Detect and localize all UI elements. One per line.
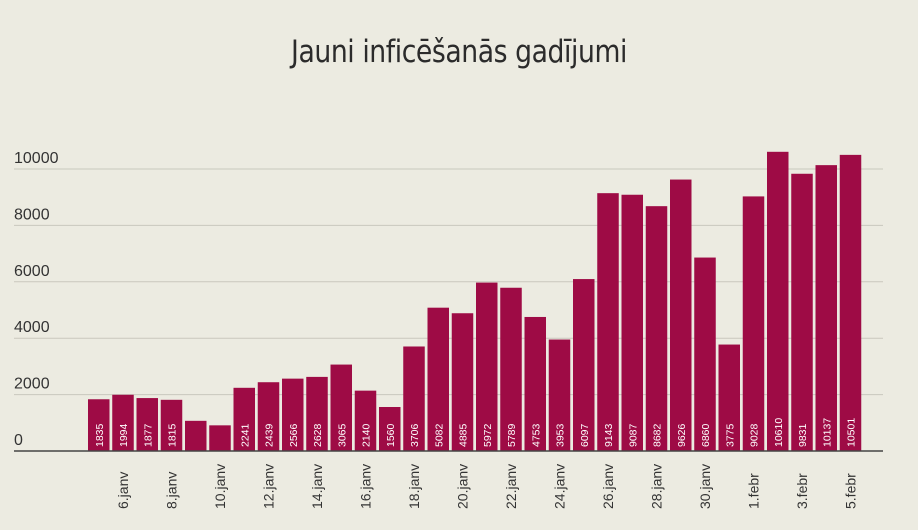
x-tick-label: 26.janv: [600, 464, 616, 509]
x-tick-label: 16.janv: [358, 464, 374, 509]
data-label: 9831: [797, 423, 809, 447]
data-label: 9087: [627, 423, 639, 447]
data-label: 9028: [749, 423, 761, 447]
bar: [160, 399, 183, 451]
data-label: 10610: [773, 418, 785, 447]
bar: [427, 307, 449, 451]
x-tick-label: 22.janv: [503, 464, 519, 509]
y-tick-label: 0: [14, 432, 23, 449]
bar: [767, 151, 789, 451]
data-label: 2241: [239, 423, 251, 447]
bar: [379, 407, 401, 451]
data-label: 5082: [433, 423, 445, 447]
data-label: 3706: [409, 423, 421, 447]
bar: [354, 390, 377, 451]
x-tick-label: 28.janv: [649, 464, 665, 509]
x-tick-label: 1.febr: [746, 473, 762, 509]
x-tick-label: 5.febr: [843, 473, 859, 509]
bar: [88, 399, 110, 451]
data-label: 1877: [142, 423, 154, 447]
bar: [791, 173, 813, 451]
data-label: 2628: [312, 423, 324, 447]
data-label: 10137: [821, 418, 833, 447]
data-label: 8682: [652, 423, 664, 447]
bar: [742, 196, 765, 451]
y-axis-ticks: 0 2000 4000 6000 8000 10000: [14, 150, 59, 449]
data-label: 9143: [603, 423, 615, 447]
bar: [257, 382, 280, 451]
data-label: 5789: [506, 423, 518, 447]
bar: [185, 420, 207, 451]
data-label: 1994: [118, 423, 130, 447]
bar: [694, 257, 716, 451]
y-tick-label: 8000: [14, 206, 50, 223]
bar: [670, 179, 692, 451]
data-label: 9626: [676, 423, 688, 447]
bar: [209, 425, 231, 451]
data-label: 5972: [482, 423, 494, 447]
data-labels: 1835 1994 1877 1815 2241 2439 2566 2628 3065 2140…: [94, 418, 858, 447]
bar: [621, 194, 643, 452]
bar: [839, 154, 862, 451]
data-label: 2140: [361, 423, 373, 447]
y-tick-label: 6000: [14, 263, 50, 280]
x-tick-label: 10.janv: [212, 464, 228, 509]
x-tick-label: 8.janv: [164, 472, 180, 509]
bar: [500, 287, 522, 451]
data-label: 4885: [458, 423, 470, 447]
data-label: 2566: [288, 423, 300, 447]
bar: [233, 387, 255, 451]
x-tick-label: 24.janv: [552, 464, 568, 509]
x-tick-label: 20.janv: [455, 464, 471, 509]
bar: [815, 165, 837, 451]
x-tick-label: 6.janv: [115, 472, 131, 509]
data-label: 3775: [724, 423, 736, 447]
bar: [282, 378, 304, 451]
data-label: 2439: [264, 423, 276, 447]
x-tick-label: 12.janv: [261, 464, 277, 509]
bar: [112, 394, 134, 451]
y-tick-label: 2000: [14, 376, 50, 393]
y-tick-label: 4000: [14, 319, 50, 336]
bar: [136, 398, 158, 451]
bar: [451, 313, 474, 451]
data-label: 1835: [94, 423, 106, 447]
data-label: 6860: [700, 423, 712, 447]
x-tick-label: 14.janv: [309, 464, 325, 509]
x-axis-ticks: 6.janv 8.janv 10.janv 12.janv 14.janv 16.janv…: [115, 464, 859, 509]
bar: [718, 344, 740, 451]
data-label: 6097: [579, 423, 591, 447]
bar: [403, 346, 425, 451]
y-tick-label: 10000: [14, 150, 59, 167]
chart-title: Jauni inficēšanās gadījumi: [291, 34, 627, 70]
bar: [330, 364, 352, 451]
x-tick-label: 30.janv: [697, 464, 713, 509]
data-label: 4753: [530, 423, 542, 447]
bar: [524, 316, 546, 451]
bar: [306, 376, 328, 451]
bar: [597, 193, 619, 451]
data-label: 1815: [167, 423, 179, 447]
data-label: 3065: [336, 423, 348, 447]
data-label: 3953: [555, 423, 567, 447]
bar: [476, 282, 498, 451]
bar: [548, 339, 571, 451]
bar: [645, 206, 668, 451]
data-label: 1560: [385, 423, 397, 447]
bar: [573, 279, 595, 451]
x-tick-label: 3.febr: [794, 473, 810, 509]
bars: [88, 151, 862, 452]
x-tick-label: 18.janv: [406, 464, 422, 509]
data-label: 10501: [846, 418, 858, 447]
